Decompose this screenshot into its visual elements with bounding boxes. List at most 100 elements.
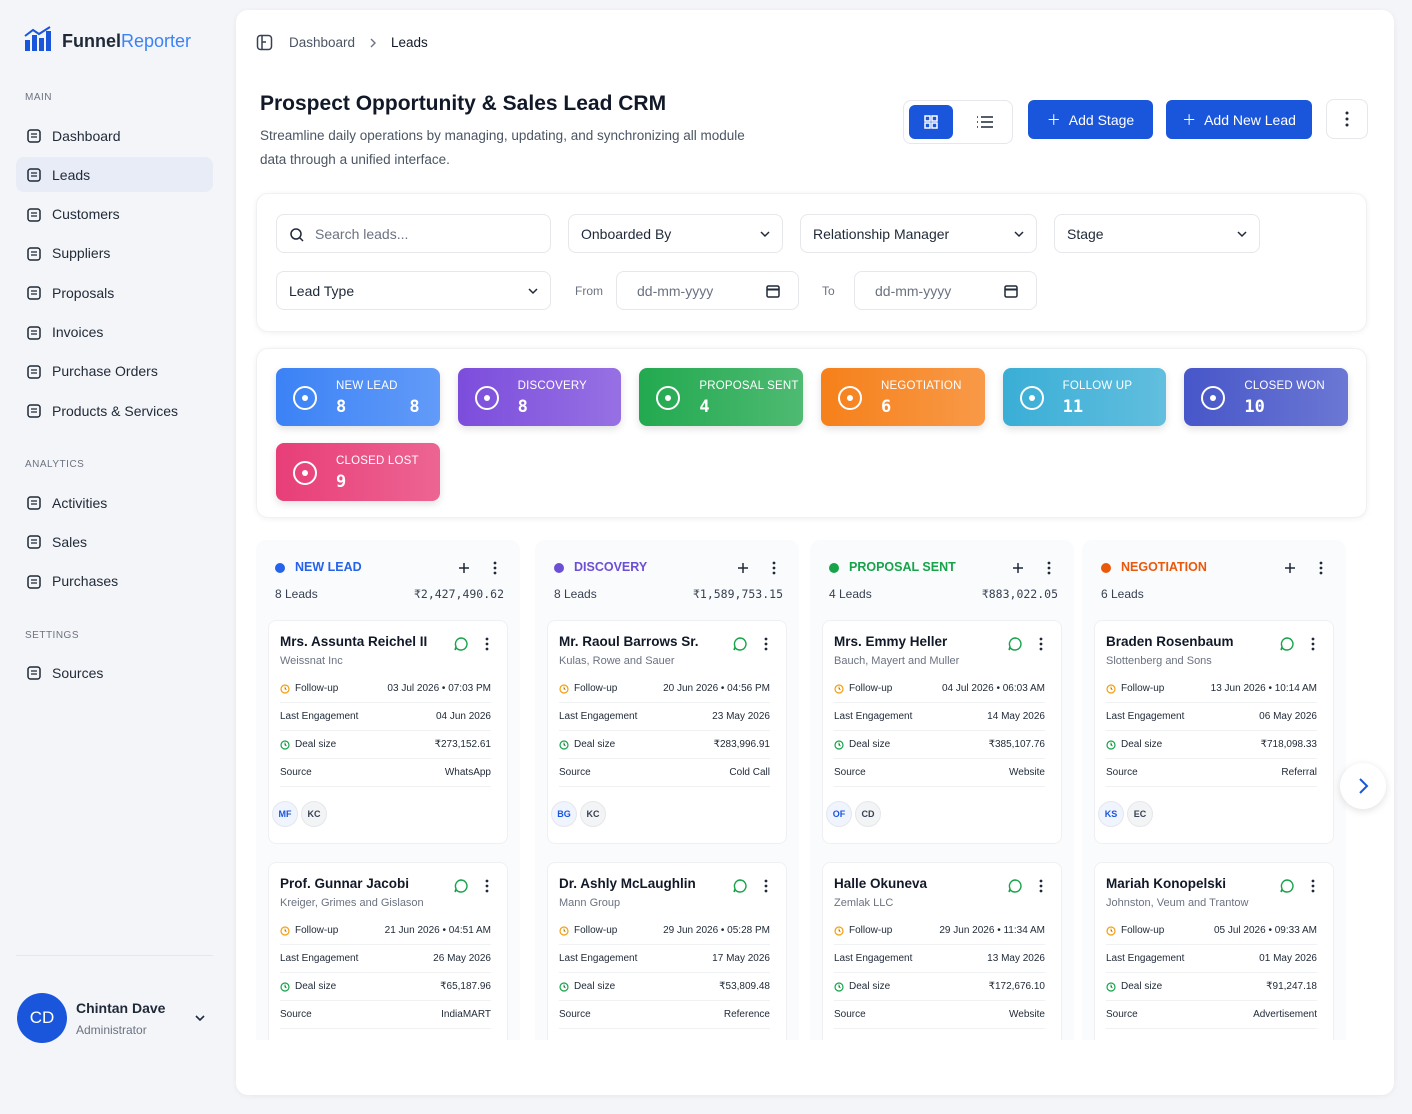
row-label-text: Source	[280, 1009, 312, 1020]
user-menu[interactable]	[194, 1013, 206, 1023]
user-role: Administrator	[76, 1023, 147, 1037]
grid-view-button[interactable]	[909, 105, 953, 139]
stage-card[interactable]: NEGOTIATION 6	[821, 368, 985, 426]
scroll-next[interactable]	[1340, 763, 1386, 809]
nav-item[interactable]: Customers	[16, 197, 213, 232]
row-label-text: Source	[834, 767, 866, 778]
row-label-text: Last Engagement	[559, 711, 638, 722]
select[interactable]: Relationship Manager	[800, 214, 1037, 253]
card-row: Last Engagement 14 May 2026	[834, 711, 1045, 731]
nav-item[interactable]: Purchase Orders	[16, 354, 213, 389]
row-label-text: Last Engagement	[1106, 953, 1185, 964]
stage-label: FOLLOW UP	[1062, 380, 1133, 392]
breadcrumb-sep	[370, 38, 376, 48]
lead-company: Kulas, Rowe and Sauer	[559, 655, 675, 667]
nav-label: Leads	[52, 166, 91, 183]
row-value: 17 May 2026	[712, 953, 770, 964]
date-input[interactable]: dd-mm-yyyy	[616, 271, 799, 310]
add-lead-button[interactable]: ＋ Add New Lead	[1166, 100, 1312, 139]
nav-item[interactable]: Purchases	[16, 564, 213, 599]
stage-card[interactable]: FOLLOW UP 11	[1002, 368, 1167, 426]
row-label: Source	[834, 767, 866, 778]
list-view-button[interactable]	[974, 112, 996, 132]
stage-card[interactable]: NEW LEAD 8 8	[276, 368, 440, 426]
status-dot	[829, 563, 839, 573]
date-input[interactable]: dd-mm-yyyy	[854, 271, 1037, 310]
stage-grid: NEW LEAD 8 8 DISCOVERY 8 PROPOSAL SENT 4 NEGOTI…	[276, 368, 1348, 501]
lead-company: Bauch, Mayert and Muller	[834, 655, 960, 667]
lead-card[interactable]: Mr. Raoul Barrows Sr. Kulas, Rowe and Sau…	[547, 620, 787, 844]
select[interactable]: Lead Type	[276, 271, 551, 310]
divider	[16, 955, 213, 956]
add-stage-button[interactable]: ＋ Add Stage	[1028, 100, 1153, 139]
stage-label: CLOSED LOST	[336, 455, 419, 467]
nav-item[interactable]: Proposals	[16, 275, 213, 310]
card-row: Deal size ₹91,247.18	[1106, 981, 1317, 1001]
nav-label: Sources	[52, 664, 104, 681]
nav-label: Activities	[52, 494, 108, 511]
row-value: 04 Jul 2026 • 06:03 AM	[941, 683, 1045, 694]
user-avatar[interactable]: CD	[17, 993, 67, 1043]
search-input[interactable]: Search leads...	[276, 214, 551, 253]
row-label-text: Deal size	[295, 739, 337, 750]
nav-item[interactable]: Sales	[16, 524, 213, 559]
row-value: Website	[1009, 767, 1045, 778]
row-label: Source	[280, 767, 312, 778]
row-value: ₹91,247.18	[1266, 981, 1317, 992]
stage-card[interactable]: DISCOVERY 8	[457, 368, 622, 426]
row-value: ₹283,996.91	[713, 739, 770, 750]
lead-card[interactable]: Dr. Ashly McLaughlin Mann Group Follow-up 2…	[547, 862, 787, 1040]
lead-card[interactable]: Prof. Gunnar Jacobi Kreiger, Grimes and G…	[268, 862, 508, 1040]
row-label-text: Deal size	[574, 739, 616, 750]
select[interactable]: Onboarded By	[568, 214, 783, 253]
lead-card[interactable]: Mrs. Assunta Reichel II Weissnat Inc Follo…	[268, 620, 508, 844]
lead-company: Kreiger, Grimes and Gislason	[280, 897, 424, 909]
nav-item[interactable]: Invoices	[16, 315, 213, 350]
nav-item[interactable]: Suppliers	[16, 236, 213, 271]
row-value: ₹385,107.76	[988, 739, 1045, 750]
nav-item[interactable]: Leads	[16, 157, 213, 193]
nav-item[interactable]: Activities	[16, 485, 213, 520]
nav-item[interactable]: Sources	[16, 655, 213, 690]
stage-card[interactable]: PROPOSAL SENT 4	[639, 368, 803, 426]
row-label: Source	[280, 1009, 312, 1020]
lead-count: 6 Leads	[1101, 587, 1144, 601]
row-label: Last Engagement	[834, 953, 912, 964]
card-row: Source Website	[834, 767, 1045, 787]
brand: FunnelReporter	[62, 31, 191, 52]
breadcrumb-item[interactable]: Dashboard	[289, 35, 356, 50]
card-row: Deal size ₹172,676.10	[834, 981, 1045, 1001]
lead-card[interactable]: Braden Rosenbaum Slottenberg and Sons Foll…	[1094, 620, 1334, 844]
lead-card[interactable]: Halle Okuneva Zemlak LLC Follow-up 29 Jun 2…	[822, 862, 1062, 1040]
row-value: 06 May 2026	[1259, 711, 1317, 722]
row-value: WhatsApp	[444, 767, 491, 778]
select[interactable]: Stage	[1054, 214, 1260, 253]
brand-part: Reporter	[121, 31, 192, 51]
card-row: Follow-up 21 Jun 2026 • 04:51 AM	[280, 925, 491, 945]
nav-label: Products & Services	[52, 402, 179, 419]
row-label-text: Follow-up	[295, 925, 339, 936]
plus: ＋	[1182, 111, 1197, 128]
nav-item[interactable]: Products & Services	[16, 393, 213, 428]
select-label: Stage	[1067, 225, 1104, 242]
card-row: Follow-up 04 Jul 2026 • 06:03 AM	[834, 683, 1045, 703]
nav-item[interactable]: Dashboard	[16, 118, 213, 153]
lead-name: Mrs. Emmy Heller	[834, 634, 948, 649]
stage-card[interactable]: CLOSED LOST 9	[276, 443, 440, 501]
card-row: Source Cold Call	[559, 767, 770, 787]
row-label: Last Engagement	[1106, 953, 1184, 964]
stage-card[interactable]: CLOSED WON 10	[1184, 368, 1348, 426]
more-button[interactable]	[1326, 99, 1368, 139]
row-label: Deal size	[559, 981, 615, 992]
lead-card[interactable]: Mariah Konopelski Johnston, Veum and Tran…	[1094, 862, 1334, 1040]
card-row: Deal size ₹65,187.96	[280, 981, 491, 1001]
row-value: 03 Jul 2026 • 07:03 PM	[387, 683, 491, 694]
row-value: 20 Jun 2026 • 04:56 PM	[663, 683, 770, 694]
nav-label: Purchases	[52, 573, 119, 590]
card-row: Follow-up 29 Jun 2026 • 05:28 PM	[559, 925, 770, 945]
row-label-text: Deal size	[295, 981, 337, 992]
lead-card[interactable]: Mrs. Emmy Heller Bauch, Mayert and Muller…	[822, 620, 1062, 844]
stage-count: 4	[699, 397, 710, 417]
avatar: KC	[301, 801, 327, 827]
stage-label: NEGOTIATION	[881, 380, 962, 392]
